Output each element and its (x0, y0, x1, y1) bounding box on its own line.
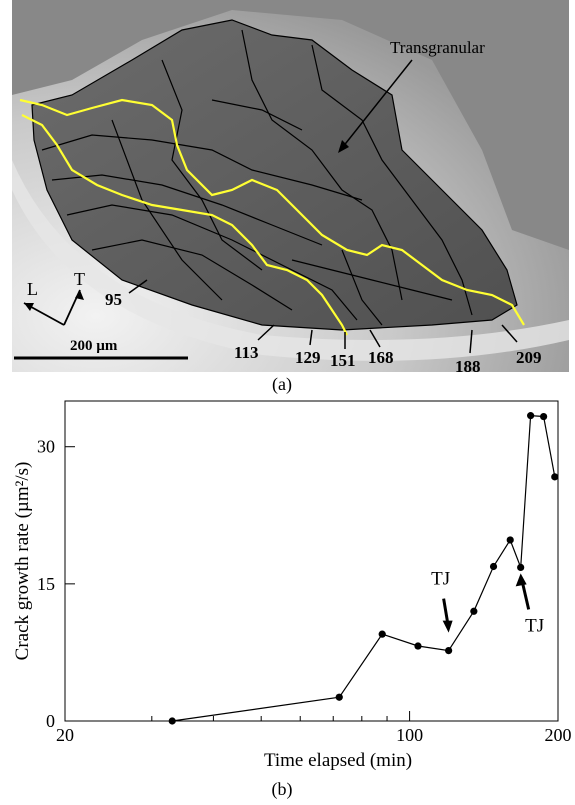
axis-L-label: L (27, 279, 38, 299)
tj-arrowhead-1 (515, 573, 527, 587)
caption-b: (b) (271, 779, 293, 799)
fracture-surface (32, 20, 517, 330)
grain-boundaries (31, 19, 518, 331)
x-tick-label-100: 100 (396, 725, 423, 745)
data-point-2 (378, 630, 386, 638)
data-point-10 (540, 412, 548, 421)
tj-arrowhead-0 (442, 620, 453, 633)
tj-arrow-0 (442, 598, 450, 623)
scale-bar-label: 200 µm (70, 338, 118, 354)
y-tick-label-15: 15 (37, 574, 55, 594)
caption-a: (a) (272, 374, 292, 394)
data-point-7 (506, 536, 514, 544)
front-labels: 95 113 129 151 168 188 209 (105, 290, 542, 372)
y-tick-label-30: 30 (37, 437, 55, 457)
annotation-layer: TJ TJ (431, 569, 544, 637)
axis-L-arrowhead (24, 303, 34, 311)
y-tick-label-0: 0 (46, 711, 55, 731)
transgranular-arrowhead (338, 140, 349, 153)
front-label-168: 168 (368, 348, 394, 367)
axis-T-arrowhead (75, 290, 84, 300)
y-axis-label: Crack growth rate (µm²/s) (12, 462, 33, 661)
tj-label-0: TJ (431, 569, 450, 590)
transgranular-arrow (341, 59, 413, 149)
front-label-113: 113 (234, 343, 259, 362)
x-tick-label-20: 20 (56, 725, 74, 745)
front-label-129: 129 (295, 348, 321, 367)
tj-label-1: TJ (525, 615, 544, 636)
axis-T-label: T (74, 269, 85, 289)
x-tick-label-200: 200 (545, 725, 572, 745)
front-label-arrows (128, 279, 518, 354)
front-label-151: 151 (330, 351, 356, 370)
series-layer (168, 412, 559, 725)
crack-growth-chart: 20 100 200 0 15 30 Time elapsed (min) Crack … (12, 400, 572, 771)
data-point-1 (335, 693, 343, 701)
front-label-95: 95 (105, 290, 122, 309)
x-axis-ticks: 20 100 200 (56, 711, 572, 745)
specimen-rim (12, 160, 569, 361)
data-point-4 (445, 647, 453, 655)
y-axis-ticks: 0 15 30 (37, 437, 75, 731)
data-point-9 (527, 412, 535, 420)
transgranular-label: Transgranular (390, 38, 485, 57)
data-point-5 (470, 607, 478, 615)
data-point-6 (489, 562, 498, 571)
data-point-11 (551, 473, 559, 481)
crack-fronts (19, 98, 525, 336)
series-line-0 (172, 414, 556, 722)
tj-arrow-1 (521, 583, 531, 610)
data-point-3 (414, 642, 422, 650)
sem-micrograph: Transgranular L T 95 113 129 151 168 188… (12, 0, 569, 372)
plot-frame (64, 400, 559, 722)
upper-rough-region (12, 0, 569, 250)
x-axis-label: Time elapsed (min) (264, 750, 412, 771)
data-point-8 (517, 563, 525, 572)
front-label-209: 209 (516, 348, 542, 367)
data-point-0 (168, 717, 176, 725)
front-label-188: 188 (455, 357, 481, 372)
